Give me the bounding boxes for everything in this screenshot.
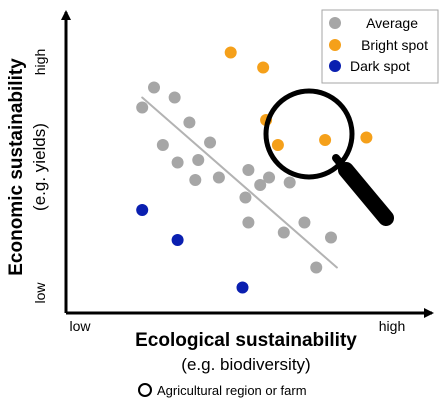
data-point-average	[242, 216, 255, 229]
data-point-dark-spot	[236, 281, 249, 294]
x-axis-title: Ecological sustainability	[135, 330, 357, 351]
data-point-average	[283, 176, 296, 189]
legend-marker-bright-spot	[329, 39, 341, 51]
y-axis-title: Economic sustainability	[6, 58, 27, 276]
legend: Average Bright spot Dark spot	[321, 9, 439, 84]
trend-line	[141, 96, 338, 269]
series-layer	[136, 46, 373, 294]
legend-marker-dark-spot	[329, 60, 341, 72]
legend-label-bright-spot: Bright spot	[361, 37, 428, 53]
x-low-label: low	[69, 318, 91, 334]
legend-label-dark-spot: Dark spot	[350, 58, 410, 74]
data-point-bright-spot	[224, 46, 237, 59]
data-point-average	[239, 191, 252, 204]
data-point-average	[189, 174, 202, 186]
footnote-circle-icon	[138, 383, 152, 397]
series-dark-spot	[136, 204, 249, 294]
y-axis-subtitle: (e.g. yields)	[30, 123, 49, 211]
data-point-average	[298, 216, 311, 229]
data-point-average	[242, 164, 255, 176]
data-point-average	[204, 136, 217, 149]
magnifier-icon	[263, 88, 394, 226]
legend-box	[321, 9, 439, 84]
series-average	[136, 81, 337, 274]
y-high-label: high	[32, 49, 48, 75]
data-point-bright-spot	[257, 61, 270, 74]
footnote-label: Agricultural region or farm	[157, 383, 307, 398]
x-axis-subtitle: (e.g. biodiversity)	[181, 355, 310, 374]
data-point-bright-spot	[360, 131, 373, 144]
data-point-average	[156, 139, 169, 151]
data-point-average	[148, 81, 160, 94]
data-point-average	[310, 261, 323, 274]
data-point-average	[212, 171, 225, 184]
data-point-dark-spot	[171, 234, 184, 246]
data-point-average	[263, 171, 276, 184]
data-point-average	[254, 179, 267, 191]
data-point-average	[136, 101, 149, 114]
data-point-average	[171, 156, 184, 169]
data-point-bright-spot	[271, 139, 284, 151]
data-point-average	[325, 231, 337, 244]
data-point-average	[168, 91, 181, 104]
data-point-average	[277, 226, 290, 239]
legend-marker-average	[329, 17, 341, 29]
data-point-average	[183, 116, 196, 129]
x-high-label: high	[379, 318, 405, 334]
legend-label-average: Average	[366, 15, 418, 31]
data-point-bright-spot	[319, 134, 332, 146]
data-point-dark-spot	[136, 204, 149, 216]
y-low-label: low	[32, 282, 48, 304]
data-point-average	[192, 154, 205, 166]
